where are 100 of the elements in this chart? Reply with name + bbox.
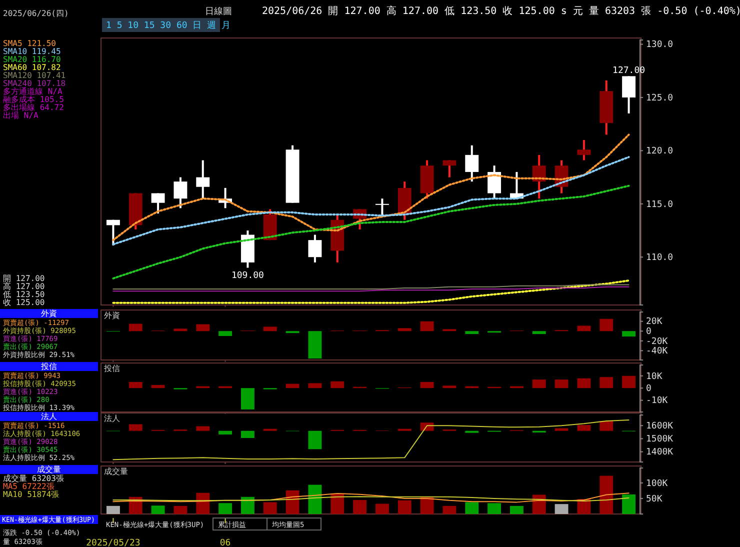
bar	[308, 484, 322, 514]
y-tick-label: -40K	[646, 346, 668, 357]
chart-title: 日線圖	[205, 6, 232, 17]
chart-title: 成交量	[37, 465, 61, 474]
candlestick	[488, 164, 502, 200]
bar	[510, 506, 524, 514]
y-tick-label: 110.0	[646, 252, 674, 263]
bar	[286, 490, 300, 514]
bar	[308, 383, 322, 388]
x-tick-label: 2025/05/23	[86, 538, 140, 547]
annotation: 109.00	[231, 270, 264, 281]
candlestick	[375, 198, 389, 218]
bar	[218, 430, 232, 435]
chart-title: 法人	[104, 414, 120, 423]
bar	[622, 376, 636, 388]
chart-title: 投信	[41, 362, 57, 371]
bar	[532, 331, 546, 334]
bar	[353, 500, 367, 514]
chart-title: 法人	[41, 412, 57, 421]
bar	[577, 424, 591, 431]
bar	[600, 318, 614, 332]
bar	[128, 382, 142, 388]
bar	[554, 504, 568, 514]
y-tick-label: 50K	[646, 494, 663, 504]
text: 多方通道線 N/A	[3, 87, 62, 96]
bar	[577, 378, 591, 388]
text: MA10 51874張	[3, 490, 60, 499]
text: 多出場線 64.72	[3, 103, 64, 112]
text: SMA20 116.70	[3, 55, 61, 64]
text: SMA10 119.45	[3, 47, 61, 56]
line-series	[112, 156, 630, 246]
chart-title: 外資	[104, 311, 120, 320]
candlestick	[196, 159, 210, 200]
bar	[128, 324, 142, 332]
bar	[218, 331, 232, 336]
text: 1 5 10 15 30 60 日 週 月	[106, 20, 231, 31]
y-tick-label: 100K	[646, 478, 668, 489]
bar	[442, 386, 456, 388]
bar	[465, 331, 479, 334]
bar	[600, 476, 614, 514]
candlestick	[151, 192, 165, 214]
y-tick-label: 20K	[646, 317, 663, 328]
text: 出場 N/A	[3, 111, 38, 120]
bar	[128, 424, 142, 431]
candlestick	[174, 176, 188, 210]
chart-title: 投信	[103, 364, 120, 373]
y-tick-label: 130.0	[646, 40, 674, 50]
text: 高 127.00	[3, 282, 45, 291]
line-series	[112, 134, 630, 242]
bar	[263, 502, 277, 514]
bar	[488, 503, 502, 514]
candlestick	[465, 144, 479, 183]
y-tick-label: 1500K	[646, 434, 674, 445]
bar	[554, 428, 568, 431]
x-tick-label: 06	[220, 538, 231, 547]
text: SMA5 121.50	[3, 39, 56, 48]
y-tick-label: 125.0	[646, 93, 674, 104]
bar	[330, 494, 344, 514]
candlestick	[577, 139, 591, 162]
text: 低 123.50	[3, 290, 45, 299]
bar	[398, 500, 412, 514]
bar	[240, 496, 254, 514]
bar	[398, 328, 412, 332]
bar	[174, 328, 188, 332]
text: 成交量 63203張	[3, 474, 64, 483]
text: SMA240 107.18	[3, 79, 66, 88]
text: 收 125.00	[3, 298, 45, 307]
chart-subtitle: 2025/06/26 開 127.00 高 127.00 低 123.50 收 125.00 s 元 量 63203 張 -0.50 (-0.40%)	[262, 5, 740, 17]
candlestick	[622, 75, 636, 114]
chart-title: 外資	[41, 309, 57, 318]
bar	[106, 506, 120, 514]
y-tick-label: 0	[646, 326, 652, 337]
bar	[240, 388, 254, 410]
candlestick	[106, 218, 120, 246]
bar	[151, 506, 165, 514]
annotation: 127.00	[612, 66, 646, 76]
bar	[263, 326, 277, 332]
bar	[196, 324, 210, 332]
y-tick-label: 115.0	[646, 200, 674, 210]
text: 融多成本 105.5	[3, 95, 64, 104]
bar	[286, 384, 300, 388]
bar	[174, 506, 188, 514]
line-series	[112, 280, 630, 304]
bar	[622, 494, 636, 514]
candlestick	[442, 159, 456, 178]
y-tick-label: 1400K	[646, 448, 674, 458]
bar	[196, 426, 210, 431]
bar	[577, 326, 591, 332]
bar	[375, 504, 389, 514]
bar	[218, 503, 232, 514]
chart-title: 成交量	[104, 467, 128, 476]
candlestick	[308, 234, 322, 264]
y-tick-label: 120.0	[646, 146, 674, 157]
y-tick-label: 10K	[646, 372, 663, 382]
y-tick-label: 0	[646, 384, 652, 394]
bar	[308, 430, 322, 450]
bar	[420, 321, 434, 332]
y-tick-label: -10K	[646, 396, 668, 406]
y-tick-label: -20K	[646, 336, 668, 347]
bar	[151, 385, 165, 388]
